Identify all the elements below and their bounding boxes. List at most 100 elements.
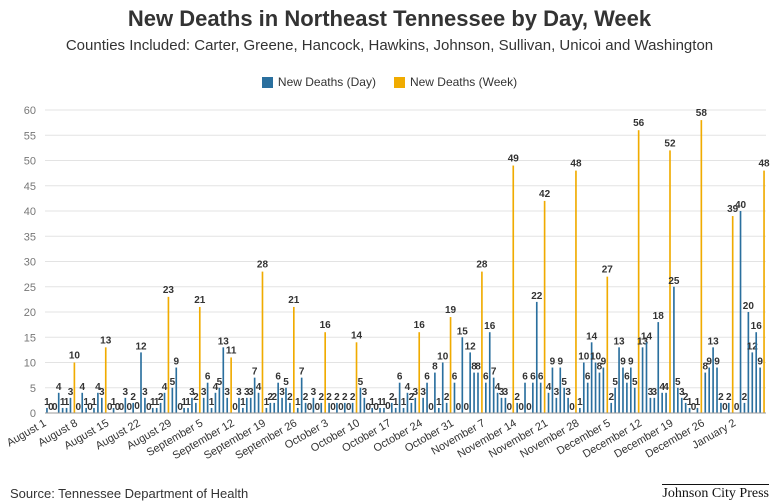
bar-day	[629, 367, 632, 413]
bar-day	[759, 367, 761, 413]
data-label-day: 0	[76, 402, 82, 413]
bar-day	[469, 352, 471, 413]
data-label-day: 1	[209, 397, 215, 408]
data-label-week: 13	[100, 335, 112, 346]
data-label-day: 4	[213, 382, 219, 393]
legend-item-day[interactable]: New Deaths (Day)	[261, 75, 376, 89]
data-label-day: 1	[687, 397, 693, 408]
bar-day	[112, 407, 115, 413]
bar-day	[485, 382, 487, 413]
data-label-day: 0	[373, 402, 379, 413]
bar-day	[171, 387, 174, 413]
source-note: Source: Tennessee Department of Health	[10, 486, 249, 501]
data-label-day: 0	[307, 402, 313, 413]
bar-day	[343, 402, 346, 413]
bar-day	[410, 402, 413, 413]
data-label-week: 42	[539, 189, 551, 200]
bar-day	[140, 352, 142, 413]
data-label-day: 0	[734, 402, 740, 413]
data-label-day: 2	[608, 392, 614, 403]
bar-day	[755, 332, 758, 413]
bar-day	[590, 342, 593, 413]
bar-day	[594, 362, 597, 413]
data-label-day: 0	[126, 402, 132, 413]
bar-day	[680, 397, 683, 413]
data-label-day: 22	[531, 291, 543, 302]
bar-day	[249, 397, 252, 413]
data-label-day: 1	[377, 397, 383, 408]
bar-day	[555, 397, 558, 413]
bar-day	[704, 372, 707, 413]
data-label-day: 4	[546, 382, 552, 393]
data-label-day: 9	[620, 357, 626, 368]
data-label-day: 4	[79, 382, 85, 393]
data-label-day: 1	[111, 397, 117, 408]
chart-title: New Deaths in Northeast Tennessee by Day…	[127, 6, 652, 31]
data-label-week: 48	[758, 159, 770, 170]
data-label-day: 18	[653, 311, 665, 322]
bar-day	[46, 407, 48, 413]
data-label-day: 7	[252, 367, 258, 378]
bar-day	[285, 387, 287, 413]
data-label-day: 3	[648, 387, 654, 398]
y-tick-label: 60	[24, 105, 36, 117]
bar-day	[191, 397, 193, 413]
bar-day	[696, 407, 699, 413]
data-label-day: 5	[170, 377, 176, 388]
bar-day	[437, 407, 440, 413]
data-label-day: 9	[601, 357, 607, 368]
data-label-day: 5	[561, 377, 567, 388]
bar-day	[163, 392, 166, 413]
data-label-day: 1	[295, 397, 301, 408]
data-label-day: 6	[538, 372, 544, 383]
bar-day	[277, 382, 279, 413]
bar-day	[688, 407, 691, 413]
bar-day	[402, 407, 405, 413]
bar-day	[677, 387, 679, 413]
data-label-day: 1	[83, 397, 89, 408]
bar-day	[524, 382, 526, 413]
data-label-day: 13	[218, 336, 230, 347]
y-tick-label: 5	[30, 383, 36, 395]
data-label-day: 3	[236, 387, 242, 398]
bar-day	[716, 367, 718, 413]
data-label-day: 8	[471, 362, 477, 373]
bar-day	[253, 377, 256, 413]
bar-day	[100, 397, 103, 413]
bar-day	[684, 402, 687, 413]
bar-day	[175, 367, 178, 413]
bar-day	[661, 392, 663, 413]
data-label-day: 2	[268, 392, 274, 403]
data-label-day: 2	[514, 392, 520, 403]
bar-day	[371, 407, 374, 413]
data-label-week: 28	[257, 260, 269, 271]
bar-week	[700, 120, 703, 413]
bar-day	[336, 402, 338, 413]
bar-day	[645, 342, 648, 413]
data-label-day: 6	[624, 372, 630, 383]
data-label-day: 0	[346, 402, 352, 413]
bar-day	[124, 397, 127, 413]
data-label-day: 14	[641, 331, 653, 342]
data-label-day: 12	[747, 341, 759, 352]
legend-item-week[interactable]: New Deaths (Week)	[393, 75, 517, 89]
bar-week	[669, 150, 671, 413]
bar-day	[602, 367, 605, 413]
data-label-day: 3	[123, 387, 129, 398]
data-label-day: 2	[444, 392, 450, 403]
y-tick-label: 30	[24, 257, 36, 269]
data-label-day: 13	[637, 336, 649, 347]
data-label-day: 1	[577, 397, 583, 408]
data-label-week: 16	[414, 320, 426, 331]
data-label-day: 3	[679, 387, 685, 398]
bar-day	[85, 407, 87, 413]
bar-day	[563, 387, 566, 413]
data-label-day: 3	[201, 387, 207, 398]
data-label-day: 2	[683, 392, 689, 403]
chart-subtitle: Counties Included: Carter, Greene, Hanco…	[65, 37, 714, 54]
data-label-day: 1	[436, 397, 442, 408]
data-label-day: 6	[483, 372, 489, 383]
bar-day	[281, 397, 283, 413]
data-label-day: 3	[142, 387, 148, 398]
y-tick-label: 40	[24, 206, 36, 218]
